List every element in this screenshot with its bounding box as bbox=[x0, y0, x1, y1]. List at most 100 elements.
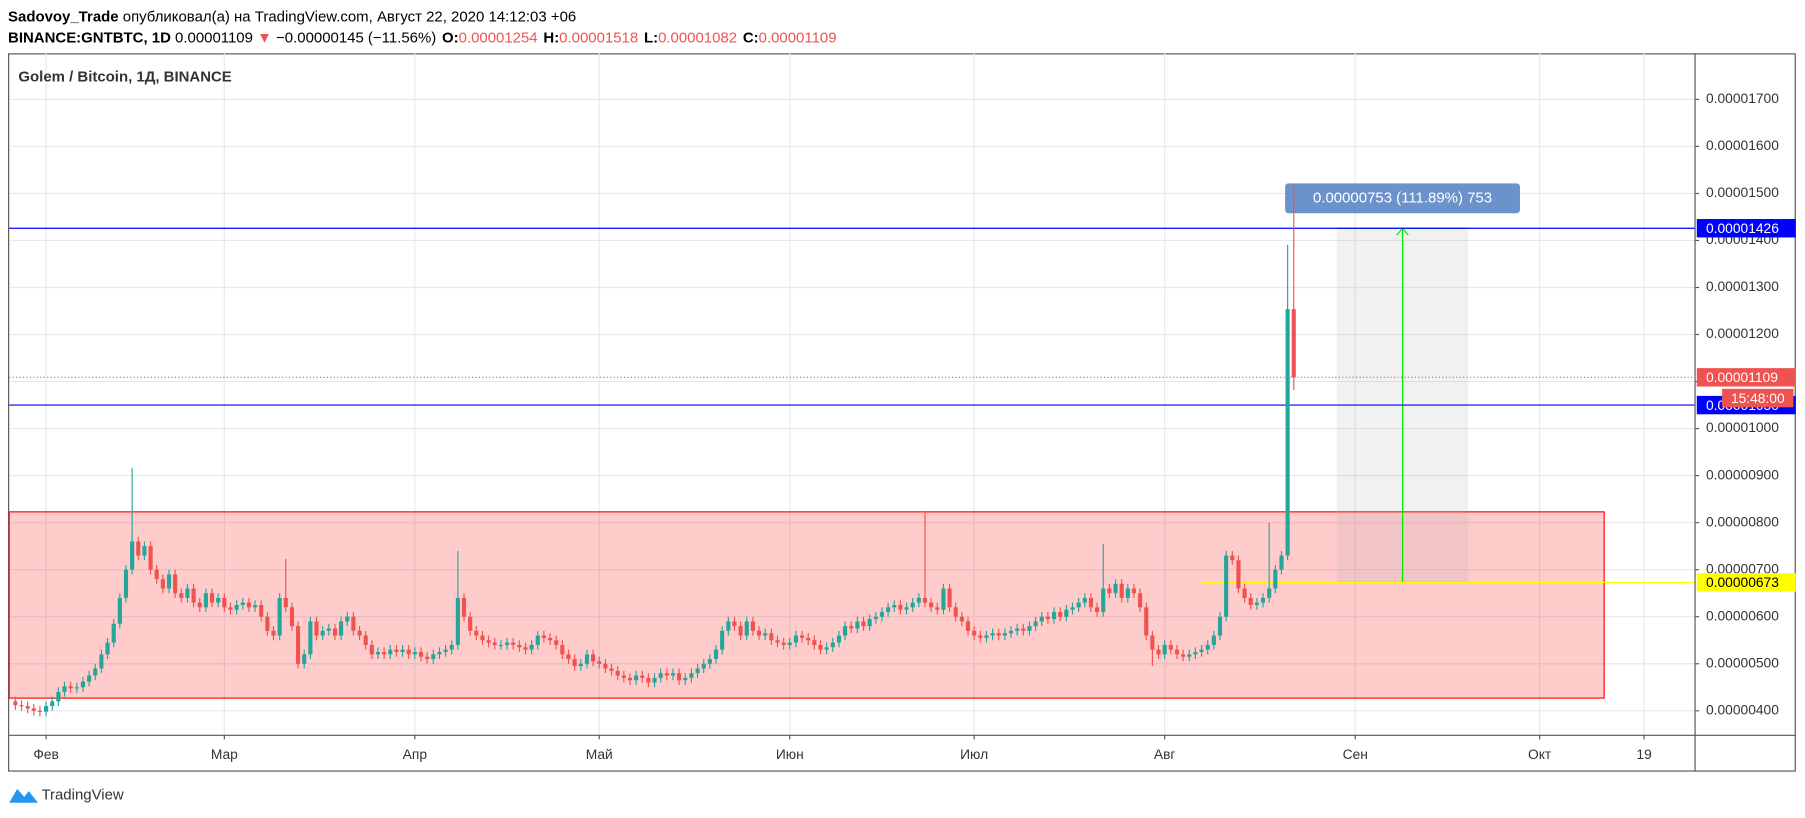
candle-body bbox=[173, 574, 178, 594]
candle-body bbox=[1187, 654, 1192, 657]
candle-body bbox=[529, 644, 534, 650]
candle-body bbox=[1205, 644, 1210, 650]
candle-body bbox=[425, 656, 430, 660]
candle-body bbox=[793, 635, 798, 643]
change: −0.00000145 (−11.56%) bbox=[276, 29, 436, 46]
candle-body bbox=[1125, 588, 1130, 598]
candle-body bbox=[867, 619, 872, 627]
y-tick-label: 0.00000800 bbox=[1706, 513, 1779, 529]
candle-body bbox=[191, 588, 196, 603]
candle-body bbox=[326, 628, 331, 631]
candle-body bbox=[1267, 588, 1272, 598]
brand-logo: TradingView bbox=[9, 787, 124, 804]
ohlc-key: H: bbox=[543, 29, 559, 46]
brand: TradingView bbox=[41, 787, 123, 804]
candle-body bbox=[886, 607, 891, 613]
ohlc-key: C: bbox=[743, 29, 759, 46]
candle-body bbox=[209, 593, 215, 603]
candle-body bbox=[1193, 652, 1198, 655]
ohlc-key: L: bbox=[644, 29, 658, 46]
candle-body bbox=[664, 673, 669, 676]
candle-body bbox=[843, 626, 848, 636]
candle-body bbox=[148, 546, 153, 570]
x-tick-label: Июл bbox=[960, 746, 988, 762]
x-tick-label: Мар bbox=[211, 746, 238, 762]
candle-body bbox=[1230, 555, 1235, 561]
candle-body bbox=[1236, 560, 1241, 589]
ohlc-value: 0.00001518 bbox=[559, 29, 638, 46]
y-tick-label: 0.00001700 bbox=[1706, 90, 1779, 106]
candle-body bbox=[1113, 583, 1118, 594]
ohlc-value: 0.00001254 bbox=[459, 29, 538, 46]
candle-body bbox=[492, 642, 497, 645]
candle-body bbox=[787, 642, 792, 645]
candle-body bbox=[259, 604, 264, 617]
candle-body bbox=[332, 628, 338, 636]
candle-body bbox=[474, 630, 479, 636]
y-tick-label: 0.00000900 bbox=[1706, 466, 1779, 482]
candle-body bbox=[634, 675, 639, 681]
x-tick-label: Май bbox=[586, 746, 613, 762]
candle-body bbox=[1138, 593, 1143, 608]
candle-body bbox=[523, 647, 528, 650]
brand-icon bbox=[9, 788, 38, 803]
candle-body bbox=[861, 621, 866, 627]
chart-title: Golem / Bitcoin, 1Д, BINANCE bbox=[18, 68, 231, 85]
candle-body bbox=[591, 654, 596, 662]
candle-body bbox=[855, 621, 860, 629]
candle-body bbox=[265, 616, 270, 631]
candle-body bbox=[1119, 583, 1124, 598]
candle-body bbox=[166, 574, 172, 589]
candle-body bbox=[302, 654, 307, 664]
candle-body bbox=[486, 640, 491, 643]
candle-body bbox=[953, 607, 958, 617]
measure-label: 0.00000753 (111.89%) 753 bbox=[1313, 189, 1492, 206]
candle-body bbox=[683, 677, 688, 681]
candle-body bbox=[449, 644, 454, 650]
candle-body bbox=[339, 621, 344, 636]
y-tick-label: 0.00001600 bbox=[1706, 137, 1779, 153]
candle-body bbox=[1101, 588, 1106, 613]
candle-body bbox=[640, 675, 645, 678]
candle-body bbox=[584, 654, 590, 664]
candle-body bbox=[578, 663, 583, 667]
y-tick-label: 0.00000700 bbox=[1706, 560, 1779, 576]
candle-body bbox=[695, 668, 700, 674]
candle-body bbox=[117, 597, 122, 624]
candle-body bbox=[560, 644, 565, 655]
candle-body bbox=[461, 597, 467, 617]
candle-body bbox=[726, 621, 731, 631]
candle-body bbox=[394, 649, 399, 653]
candle-body bbox=[548, 637, 553, 641]
candle-body bbox=[572, 659, 577, 667]
ohlc-value: 0.00001109 bbox=[759, 29, 837, 46]
candle-body bbox=[812, 640, 817, 645]
candle-body bbox=[1015, 628, 1020, 631]
candle-body bbox=[1008, 630, 1014, 634]
candle-body bbox=[978, 635, 983, 638]
candle-body bbox=[1248, 597, 1253, 605]
candle-body bbox=[756, 630, 762, 636]
price-label-box bbox=[1696, 573, 1796, 592]
candle-body bbox=[609, 668, 614, 671]
candle-body bbox=[830, 642, 835, 648]
candle-body bbox=[1254, 602, 1259, 605]
candle-body bbox=[44, 706, 49, 712]
candle-body bbox=[806, 637, 811, 641]
candle-body bbox=[375, 652, 381, 655]
candle-body bbox=[1058, 612, 1063, 617]
candle-body bbox=[197, 602, 202, 608]
change-arrow: ▼ bbox=[257, 29, 272, 46]
publish-line: Sadovoy_Trade опубликовал(а) на TradingV… bbox=[8, 9, 576, 26]
candle-body bbox=[1033, 621, 1038, 627]
candle-body bbox=[1168, 644, 1173, 650]
candle-body bbox=[1131, 588, 1137, 594]
x-tick-label: 19 bbox=[1636, 746, 1652, 762]
candle-body bbox=[1150, 635, 1155, 650]
candle-body bbox=[185, 588, 190, 598]
candle-body bbox=[1273, 569, 1278, 589]
candle-body bbox=[480, 635, 485, 641]
